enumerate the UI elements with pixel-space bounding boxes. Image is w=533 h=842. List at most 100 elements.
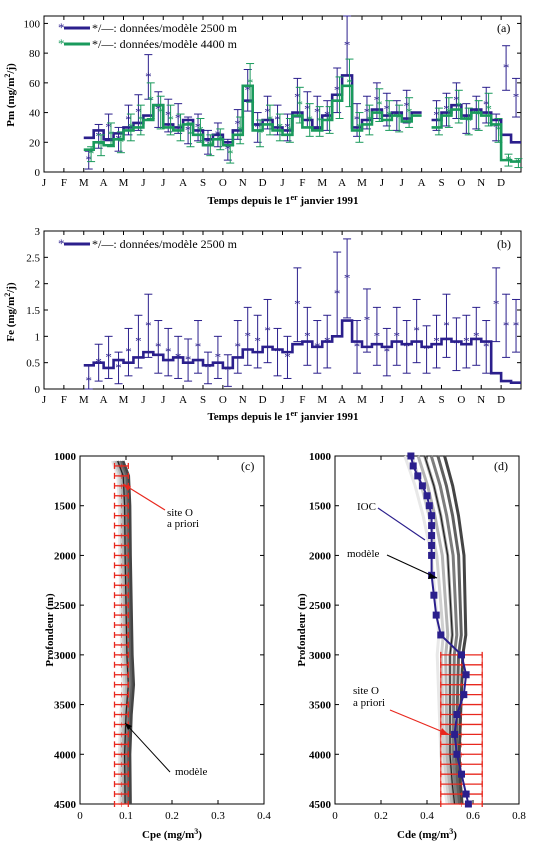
panel-d-label: (d) (494, 459, 508, 473)
panel-d-prior-point: + (458, 739, 464, 751)
panel-b-series-0-data-point: * (453, 336, 460, 351)
panel-a-series-1-data-point: * (237, 122, 244, 137)
panel-a-month-label: M (317, 177, 327, 189)
panel-a-series-0-data-point: * (374, 93, 381, 108)
panel-d-prior-point: + (458, 789, 464, 801)
panel-a-series-1-data-point: * (306, 112, 313, 127)
panel-c-prior-point: + (118, 640, 124, 652)
panel-a-series-1-data-point: * (346, 75, 353, 90)
panel-c-ytick-label: 3500 (54, 700, 77, 712)
panel-d-prior-point: + (458, 779, 464, 791)
legend-a-4400-star: * (58, 36, 65, 51)
panel-c-prior-point: + (118, 481, 124, 493)
panel-b-month-label: J (400, 394, 405, 406)
panel-a-series-0-data-point: * (235, 116, 242, 131)
panel-b-ytick-label: 0 (35, 384, 41, 396)
panel-b-month-label: D (497, 394, 505, 406)
panel-d-ioc-point (425, 502, 433, 510)
panel-a-series-0-data-point: * (294, 90, 301, 105)
panel-a-series-1-data-point: * (138, 112, 145, 127)
panel-b-series-0-data-point: * (284, 349, 291, 364)
panel-a-month-label: O (219, 177, 227, 189)
panel-c-prior-point: + (118, 759, 124, 771)
panel-a-series-1-data-point: * (118, 134, 125, 149)
panel-a-series-0-data-point: * (185, 122, 192, 137)
panel-c-xlabel: Cpe (mg/m3) (142, 827, 202, 841)
panel-a-series-1-data-point: * (167, 112, 174, 127)
panel-a-ytick-label: 100 (24, 18, 41, 30)
panel-c-marks: +++++++++++++++++++++++++++++++++++ (111, 460, 136, 811)
panel-b-series-0-data-point: * (125, 344, 132, 359)
panel-d-model-envelope (443, 455, 468, 805)
panel-a-month-label: D (259, 177, 267, 189)
panel-c-xtick-label: 0 (77, 810, 83, 822)
panel-c-model-envelope (122, 460, 136, 805)
panel-a-series-0-data-point: * (205, 134, 212, 149)
panel-a-series-0-data-point: * (85, 152, 92, 167)
panel-c-ticks: 0 0.1 0.2 0.3 0.4 1000 1500 2000 2500 3000 3500 400… (54, 451, 271, 822)
panel-a-month-label: A (418, 177, 426, 189)
panel-b-series-0-data-point: * (423, 342, 430, 357)
panel-a-series-0-data-point: * (264, 105, 271, 120)
panel-b-ytick-label: 2 (35, 279, 41, 291)
panel-a-series-0-data-point: * (284, 119, 291, 134)
panel-a-ytick-label: 0 (35, 167, 41, 179)
panel-d-annot-site: site O (353, 685, 379, 697)
panel-b-series-0-model-line (83, 319, 521, 384)
panel-d-xtick-label: 0.4 (420, 810, 434, 822)
panel-d-ioc-point (428, 512, 436, 520)
panel-a-series-1-data-point: * (376, 97, 383, 112)
panel-a-series-0-model-line-2 (431, 103, 521, 144)
panel-d-marks: ++++++++++++++++ (403, 452, 483, 811)
panel-a-series-0-data-point: * (344, 38, 351, 53)
panel-d-ioc-point (462, 790, 470, 798)
panel-b-series-0-data-point: * (364, 313, 371, 328)
panel-c-prior-point: + (118, 511, 124, 523)
panel-a-ytick-label: 20 (29, 137, 41, 149)
panel-a-series-0-data-point: * (453, 93, 460, 108)
panel-b-series-0-data-point: * (205, 360, 212, 375)
panel-b-series-0-data-point: * (244, 328, 251, 343)
panel-a-series-0-data-point: * (135, 105, 142, 120)
panel-a-month-label: S (438, 177, 444, 189)
panel-a-series-0-data-point: * (503, 60, 510, 75)
panel-b-month-label: J (42, 394, 47, 406)
panel-d: 0 0.2 0.4 0.6 0.8 1000 1500 2000 2500 3000 3500 400… (296, 451, 526, 841)
panel-a-series-0-data-point: * (513, 90, 520, 105)
panel-b-ylabel: Fe (mg/m2/j) (3, 282, 17, 342)
panel-a-series-1-data-point: * (465, 113, 472, 128)
panel-a-series-0-data-point: * (483, 97, 490, 112)
panel-a-month-label: J (380, 177, 385, 189)
panel-d-ioc-point (451, 730, 459, 738)
panel-a-series-0-data-point: * (105, 119, 112, 134)
panel-a-series-0-data-point: * (145, 69, 152, 84)
panel-c-prior-point: + (118, 650, 124, 662)
panel-d-ioc-point (428, 541, 436, 549)
panel-a-series-1-model-line-2 (431, 108, 521, 163)
legend-b-2500-star: * (58, 236, 65, 251)
panel-c-prior-point: + (118, 789, 124, 801)
panel-d-xtick-label: 0.6 (466, 810, 480, 822)
panel-b-month-label: A (338, 394, 346, 406)
panel-c-prior-point: + (118, 600, 124, 612)
panel-a-ytick-label: 60 (29, 78, 41, 90)
panel-d-ioc-point (464, 800, 472, 808)
panel-a-month-label: F (299, 177, 305, 189)
panel-a-series-0-data-point: * (384, 102, 391, 117)
panel-b-series-0-data-point: * (294, 297, 301, 312)
panel-c-prior-point: + (118, 670, 124, 682)
panel-c-ytick-label: 2500 (54, 600, 77, 612)
panel-d-arrow-model (386, 554, 438, 579)
panel-a-series-0-data-point: * (304, 102, 311, 117)
panel-b: 00.511.522.53J F M A M J J A S O N D J F M A M J J A S O N D **… (3, 226, 522, 423)
panel-d-ytick-label: 3000 (309, 650, 332, 662)
panel-b-month-label: S (438, 394, 444, 406)
panel-b-ytick-label: 1.5 (26, 305, 40, 317)
panel-d-ioc-point (409, 462, 417, 470)
panel-d-arrow-ioc (377, 507, 426, 541)
panel-b-xlabel: Temps depuis le 1er janvier 1991 (207, 409, 358, 423)
panel-d-ioc-point (437, 631, 445, 639)
panel-d-ytick-label: 2500 (309, 600, 332, 612)
panel-d-ioc-point (462, 671, 470, 679)
panel-b-month-label: A (100, 394, 108, 406)
